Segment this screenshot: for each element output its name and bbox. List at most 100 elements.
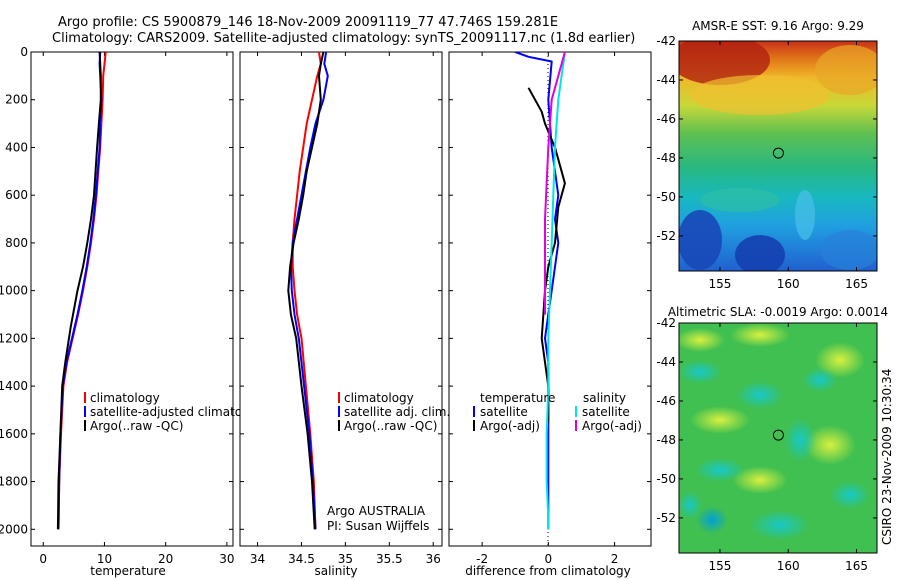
map-y-tick-label: -42 [656, 34, 676, 48]
y-tick-label: 800 [5, 236, 28, 250]
map-x-tick-label: 155 [709, 559, 732, 573]
x-tick-label: 36 [426, 552, 441, 566]
figure-title-line1: Argo profile: CS 5900879_146 18-Nov-2009… [58, 15, 558, 30]
sla-map-panel: Altimetric SLA: -0.0019 Argo: 0.0014 -42… [656, 305, 894, 573]
y-tick-label: 1400 [0, 379, 28, 393]
salinity-y-ticks [240, 51, 442, 530]
legend-sal-argo: Argo(..raw -QC) [344, 419, 437, 433]
x-tick-label: 10 [97, 552, 112, 566]
temperature-y-ticks: 0 200 400 600 800 1000 1200 1400 1600 1800 2000 [0, 45, 233, 536]
x-tick-label: 2 [611, 552, 619, 566]
map-y-tick-label: -44 [656, 355, 676, 369]
legend-satellite: satellite-adjusted climatology [90, 405, 268, 419]
x-tick-label: 35 [338, 552, 353, 566]
sst-map-axes [678, 40, 878, 272]
map-y-tick-label: -52 [656, 229, 676, 243]
x-tick-label: 34 [250, 552, 265, 566]
sla-map-axes [678, 322, 878, 554]
diff-series-salinity-satellite [545, 52, 566, 530]
sal-series-satellite [289, 52, 329, 530]
legend-swatch-sal-sat [575, 406, 577, 417]
map-x-tick-label: 160 [777, 277, 800, 291]
difference-legend: temperature salinity satellite Argo(-adj… [473, 391, 642, 433]
legend-swatch-sal-satellite [338, 406, 340, 417]
y-tick-label: 600 [5, 188, 28, 202]
difference-y-ticks [449, 51, 651, 530]
difference-xlabel: difference from climatology [465, 564, 631, 578]
temperature-lines [56, 52, 107, 530]
legend-swatch-sal-adj [575, 420, 577, 431]
legend-sal-climatology: climatology [344, 391, 414, 405]
sla-argo-marker [772, 429, 784, 441]
legend-swatch-temp-satellite [473, 406, 475, 417]
sst-argo-marker [772, 147, 784, 159]
legend-temp-satellite: satellite [480, 405, 528, 419]
float-agency: Argo AUSTRALIA [327, 504, 426, 518]
y-tick-label: 1200 [0, 331, 28, 345]
map-y-tick-label: -46 [656, 394, 676, 408]
difference-x-ticks: -2 0 2 [476, 52, 618, 566]
sst-map-image [679, 41, 877, 271]
legend-sal-sat: satellite [582, 405, 630, 419]
legend-sal-satellite: satellite adj. clim. [344, 405, 450, 419]
difference-panel: -2 0 2 difference from climatology tempera… [448, 51, 652, 578]
diff-series-temperature-argo [527, 87, 566, 422]
legend-header-salinity: salinity [583, 391, 626, 405]
legend-swatch-sal-climatology [338, 392, 340, 403]
sal-series-climatology [291, 52, 322, 530]
x-tick-label: 0 [545, 552, 553, 566]
map-x-tick-label: 160 [777, 559, 800, 573]
sst-map-panel: AMSR-E SST: 9.16 Argo: 9.29 -42 -44 -46 -48… [656, 19, 878, 291]
y-tick-label: 1000 [0, 284, 28, 298]
y-tick-label: 1600 [0, 427, 28, 441]
salinity-xlabel: salinity [314, 564, 357, 578]
sst-map-title: AMSR-E SST: 9.16 Argo: 9.29 [692, 19, 864, 33]
y-tick-label: 0 [20, 45, 28, 59]
x-tick-label: 20 [158, 552, 173, 566]
sla-map-title: Altimetric SLA: -0.0019 Argo: 0.0014 [668, 305, 888, 319]
map-y-tick-label: -46 [656, 112, 676, 126]
salinity-panel: 34 34.5 35 35.5 36 salinity climatology sate… [239, 51, 450, 578]
legend-argo: Argo(..raw -QC) [90, 419, 183, 433]
map-x-tick-label: 165 [845, 277, 868, 291]
temperature-xlabel: temperature [90, 564, 165, 578]
legend-swatch-argo [84, 420, 86, 431]
figure-title-line2: Climatology: CARS2009. Satellite-adjuste… [52, 31, 635, 46]
temperature-legend: climatology satellite-adjusted climatolo… [84, 391, 268, 433]
diff-series-salinity-argo [544, 52, 566, 315]
map-y-tick-label: -42 [656, 316, 676, 330]
legend-swatch-climatology [84, 392, 86, 403]
sal-series-argo [287, 52, 325, 530]
y-tick-label: 400 [5, 140, 28, 154]
salinity-axes [239, 51, 443, 547]
map-y-tick-label: -48 [656, 151, 676, 165]
map-x-tick-label: 165 [845, 559, 868, 573]
sst-x-ticks: 155 160 165 [709, 41, 868, 291]
map-y-tick-label: -44 [656, 73, 676, 87]
temperature-x-ticks: 0 10 20 30 [39, 52, 235, 566]
temperature-axes [30, 51, 234, 547]
sla-y-ticks: -42 -44 -46 -48 -50 -52 [656, 316, 877, 525]
map-y-tick-label: -48 [656, 433, 676, 447]
temperature-panel: 0 200 400 600 800 1000 1200 1400 1600 1800 2000 0 1… [0, 45, 268, 578]
legend-climatology: climatology [90, 391, 160, 405]
map-y-tick-label: -50 [656, 190, 676, 204]
salinity-legend: climatology satellite adj. clim. Argo(..… [338, 391, 450, 433]
sla-x-ticks: 155 160 165 [709, 323, 868, 573]
sla-map-image [679, 323, 877, 553]
legend-header-temperature: temperature [480, 391, 555, 405]
difference-lines [514, 52, 566, 530]
y-tick-label: 200 [5, 93, 28, 107]
temp-series-argo [56, 52, 102, 530]
x-tick-label: 0 [39, 552, 47, 566]
salinity-x-ticks: 34 34.5 35 35.5 36 [250, 52, 441, 566]
y-tick-label: 2000 [0, 522, 28, 536]
float-pi: PI: Susan Wijffels [327, 519, 429, 533]
x-tick-label: 35.5 [376, 552, 403, 566]
x-tick-label: 30 [219, 552, 234, 566]
x-tick-label: -2 [476, 552, 488, 566]
y-tick-label: 1800 [0, 475, 28, 489]
x-tick-label: 34.5 [288, 552, 315, 566]
map-y-tick-label: -50 [656, 472, 676, 486]
sst-y-ticks: -42 -44 -46 -48 -50 -52 [656, 34, 877, 243]
